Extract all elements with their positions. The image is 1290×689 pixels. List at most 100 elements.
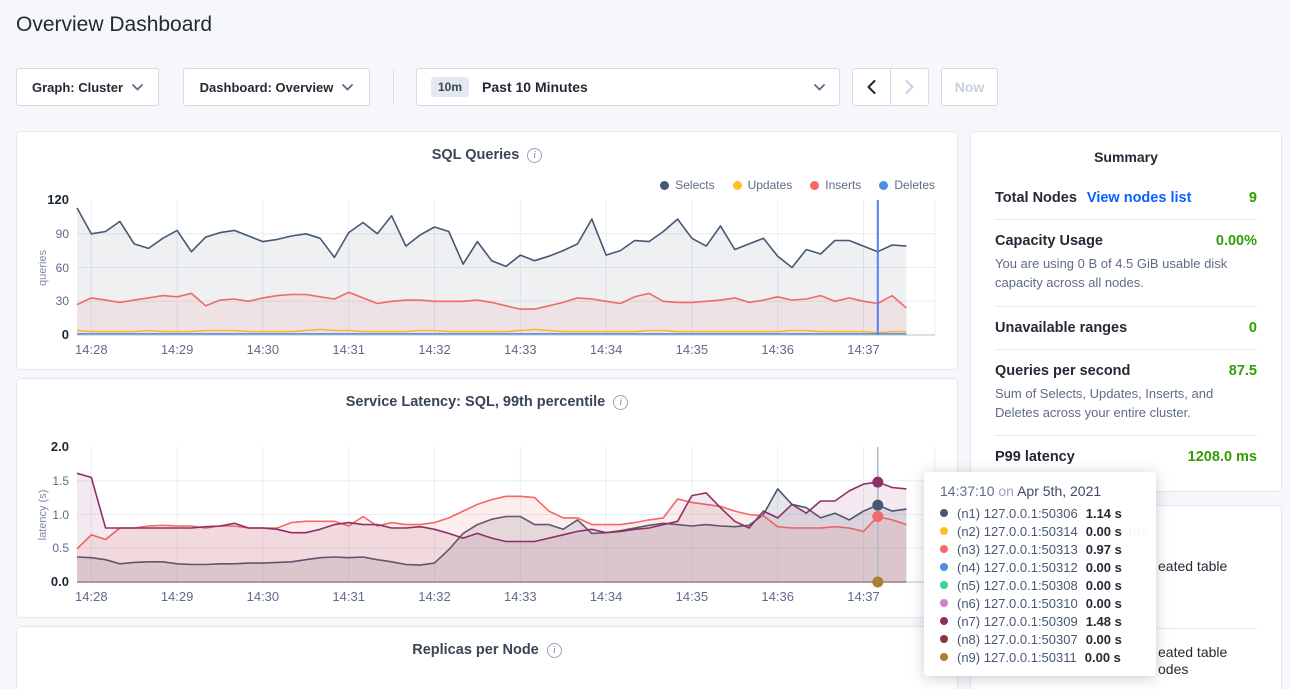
legend-label: Deletes [894, 178, 935, 192]
chevron-down-icon [132, 84, 143, 91]
summary-item-description: Sum of Selects, Updates, Inserts, and De… [995, 385, 1257, 423]
now-button[interactable]: Now [941, 68, 998, 106]
y-axis-tick: 0.0 [21, 574, 69, 590]
tooltip-node-address: (n9) 127.0.0.1:50311 [957, 650, 1077, 665]
chevron-right-icon [905, 80, 914, 94]
legend-item-inserts[interactable]: Inserts [810, 178, 861, 192]
tooltip-node-value: 1.48 s [1086, 614, 1122, 629]
event-text-fragment: odes [1158, 661, 1188, 677]
node-color-dot-icon [940, 527, 948, 535]
y-axis-tick: 2.0 [21, 439, 69, 455]
time-range-dropdown[interactable]: 10m Past 10 Minutes [416, 68, 840, 106]
chevron-down-icon [814, 84, 825, 91]
summary-item: Total Nodes View nodes list 9 [995, 177, 1257, 220]
tooltip-node-row: (n9) 127.0.0.1:50311 0.00 s [940, 648, 1140, 666]
info-icon[interactable]: i [527, 148, 542, 163]
x-axis-tick: 14:29 [153, 342, 201, 357]
x-axis-tick: 14:37 [840, 589, 888, 604]
tooltip-node-row: (n1) 127.0.0.1:50306 1.14 s [940, 504, 1140, 522]
tooltip-node-address: (n2) 127.0.0.1:50314 [957, 524, 1078, 539]
node-color-dot-icon [940, 653, 948, 661]
legend-label: Updates [748, 178, 793, 192]
event-text-fragment: eated table [1158, 644, 1227, 660]
service-latency-chart-card: Service Latency: SQL, 99th percentilei 0… [16, 378, 958, 618]
legend-label: Inserts [825, 178, 861, 192]
tooltip-node-address: (n3) 127.0.0.1:50313 [957, 542, 1078, 557]
hover-dot [872, 577, 883, 588]
x-axis-tick: 14:30 [239, 342, 287, 357]
legend-dot-icon [660, 181, 669, 190]
summary-item-value: 0.00% [1216, 233, 1257, 249]
time-range-badge: 10m [431, 77, 469, 97]
tooltip-node-value: 0.00 s [1086, 578, 1122, 593]
time-step-back-button[interactable] [853, 69, 890, 105]
tooltip-node-value: 0.00 s [1086, 632, 1122, 647]
node-color-dot-icon [940, 581, 948, 589]
tooltip-node-row: (n6) 127.0.0.1:503100.00 s [940, 594, 1140, 612]
tooltip-timestamp: 14:37:10 on Apr 5th, 2021 [940, 483, 1140, 499]
replicas-per-node-chart-card: Replicas per Node i [16, 626, 958, 689]
node-color-dot-icon [940, 563, 948, 571]
summary-item-value: 9 [1249, 190, 1257, 206]
x-axis-tick: 14:33 [496, 589, 544, 604]
legend-item-updates[interactable]: Updates [733, 178, 793, 192]
tooltip-node-address: (n1) 127.0.0.1:50306 [957, 506, 1078, 521]
tooltip-node-address: (n7) 127.0.0.1:50309 [957, 614, 1078, 629]
sql-queries-chart-title: SQL Queries [432, 147, 520, 163]
summary-item-label: Total Nodes [995, 190, 1077, 206]
tooltip-node-row: (n2) 127.0.0.1:50314 0.00 s [940, 522, 1140, 540]
legend-label: Selects [675, 178, 714, 192]
tooltip-node-value: 0.00 s [1085, 650, 1121, 665]
summary-item-label: P99 latency [995, 449, 1075, 465]
tooltip-node-row: (n8) 127.0.0.1:50307 0.00 s [940, 630, 1140, 648]
info-icon[interactable]: i [613, 395, 628, 410]
tooltip-node-row: (n7) 127.0.0.1:50309 1.48 s [940, 612, 1140, 630]
x-axis-tick: 14:36 [754, 589, 802, 604]
tooltip-node-address: (n5) 127.0.0.1:50308 [957, 578, 1078, 593]
y-axis-tick: 30 [21, 293, 69, 309]
tooltip-node-value: 1.14 s [1086, 506, 1122, 521]
y-axis-tick: 120 [21, 192, 69, 208]
legend-dot-icon [810, 181, 819, 190]
summary-item-value: 1208.0 ms [1188, 449, 1257, 465]
tooltip-node-value: 0.00 s [1086, 596, 1122, 611]
legend-dot-icon [879, 181, 888, 190]
page-title: Overview Dashboard [16, 13, 212, 37]
node-color-dot-icon [940, 509, 948, 517]
summary-item-description: You are using 0 B of 4.5 GiB usable disk… [995, 255, 1257, 293]
summary-item-label: Unavailable ranges [995, 320, 1127, 336]
legend-item-deletes[interactable]: Deletes [879, 178, 935, 192]
x-axis-tick: 14:34 [582, 589, 630, 604]
node-color-dot-icon [940, 617, 948, 625]
dashboard-dropdown[interactable]: Dashboard: Overview [183, 68, 370, 106]
sql-queries-chart-card: SQL Queries i Selects Updates Inserts Delete… [16, 131, 958, 370]
tooltip-node-value: 0.97 s [1086, 542, 1122, 557]
y-axis-tick: 1.5 [21, 473, 69, 489]
summary-item-value: 0 [1249, 320, 1257, 336]
replicas-per-node-chart-title: Replicas per Node [412, 642, 539, 658]
summary-item: Unavailable ranges 0 [995, 307, 1257, 350]
x-axis-tick: 14:30 [239, 589, 287, 604]
y-axis-title: latency (s) [37, 489, 49, 540]
tooltip-node-address: (n8) 127.0.0.1:50307 [957, 632, 1078, 647]
event-text-fragment: eated table [1158, 558, 1227, 574]
legend-item-selects[interactable]: Selects [660, 178, 714, 192]
graph-dropdown-label: Graph: Cluster [32, 80, 123, 95]
sql-queries-plot-area[interactable] [77, 200, 935, 335]
time-step-forward-button[interactable] [890, 69, 928, 105]
view-nodes-list-link[interactable]: View nodes list [1087, 190, 1192, 206]
graph-dropdown[interactable]: Graph: Cluster [16, 68, 159, 106]
tooltip-node-row: (n3) 127.0.0.1:50313 0.97 s [940, 540, 1140, 558]
summary-item: Capacity Usage0.00%You are using 0 B of … [995, 220, 1257, 307]
y-axis-title: queries [37, 249, 49, 285]
tooltip-node-value: 0.00 s [1086, 524, 1122, 539]
service-latency-plot-area[interactable] [77, 447, 935, 582]
info-icon[interactable]: i [547, 643, 562, 658]
time-step-buttons [852, 68, 929, 106]
legend-dot-icon [733, 181, 742, 190]
x-axis-tick: 14:35 [668, 342, 716, 357]
x-axis-tick: 14:29 [153, 589, 201, 604]
summary-item: Queries per second87.5Sum of Selects, Up… [995, 350, 1257, 437]
hover-dot [872, 477, 883, 488]
hover-dot [872, 511, 883, 522]
